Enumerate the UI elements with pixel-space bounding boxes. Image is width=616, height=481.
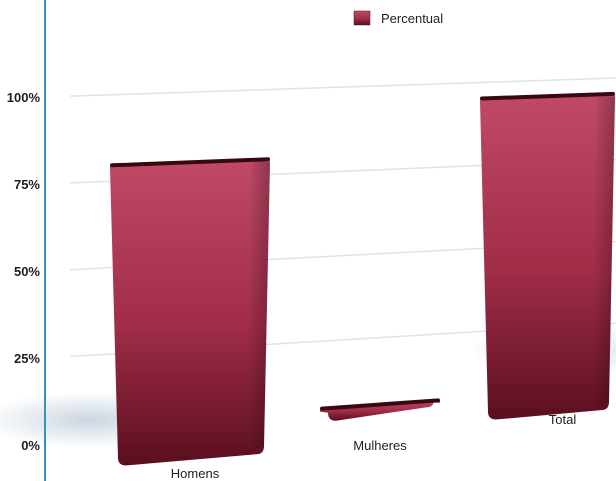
bar-top-edge bbox=[480, 91, 615, 101]
bar-mulheres bbox=[320, 398, 440, 421]
x-tick-label-homens: Homens bbox=[171, 466, 220, 481]
y-tick-label: 50% bbox=[14, 264, 40, 279]
bar-side bbox=[248, 160, 270, 453]
legend-swatch bbox=[353, 10, 371, 26]
bar-homens bbox=[110, 157, 270, 466]
legend-label-percentual: Percentual bbox=[381, 11, 443, 26]
bar-top-edge bbox=[320, 398, 440, 411]
category-labels: Homens Mulheres Total bbox=[171, 412, 577, 481]
bar-face bbox=[320, 399, 440, 421]
bar-total bbox=[480, 91, 615, 420]
y-tick-label: 75% bbox=[14, 177, 40, 192]
y-tick-label: 25% bbox=[14, 351, 40, 366]
x-tick-label-total: Total bbox=[549, 412, 577, 427]
x-tick-label-mulheres: Mulheres bbox=[353, 438, 407, 453]
y-axis-ticks: 0% 25% 50% 75% 100% bbox=[7, 90, 41, 453]
bar-face bbox=[110, 158, 270, 466]
y-tick-label: 100% bbox=[7, 90, 41, 105]
bars bbox=[110, 91, 615, 466]
bar-side bbox=[593, 94, 615, 409]
bar-top-edge bbox=[110, 157, 270, 168]
gridline bbox=[69, 77, 616, 97]
legend: Percentual bbox=[353, 10, 443, 26]
y-tick-label: 0% bbox=[21, 438, 40, 453]
bar-face bbox=[480, 92, 615, 420]
